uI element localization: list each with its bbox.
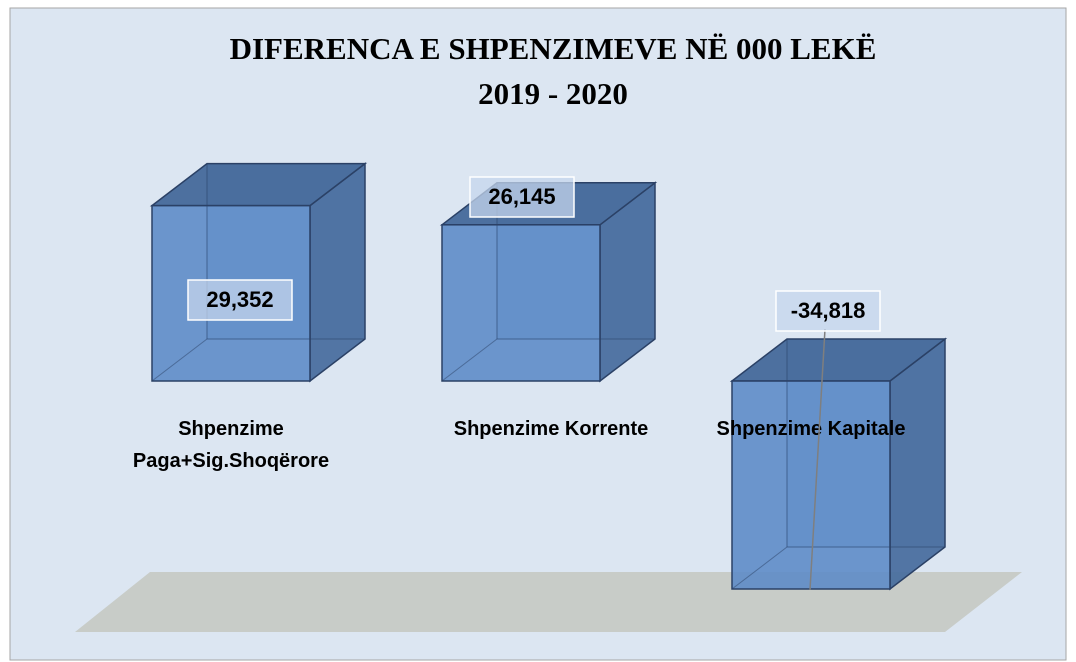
- chart-title: DIFERENCA E SHPENZIMEVE NË 000 LEKË 2019…: [229, 31, 877, 111]
- x-label-box: Shpenzime Kapitale: [716, 418, 906, 440]
- title-box: DIFERENCA E SHPENZIMEVE NË 000 LEKË 2019…: [229, 31, 877, 111]
- x-tick-label: Shpenzime Kapitale: [716, 418, 906, 440]
- value-label: 26,145: [488, 184, 555, 209]
- value-label: -34,818: [791, 298, 866, 323]
- x-label-box: Shpenzime Paga+Sig.Shoqërore: [132, 418, 330, 472]
- value-label-box: [187, 279, 293, 321]
- bar: [729, 337, 948, 591]
- value-label-box: [469, 176, 575, 218]
- bar-front: [731, 380, 891, 590]
- value-label-box: [775, 290, 881, 332]
- x-label-box: Shpenzime Korrente: [453, 418, 649, 440]
- bar-front: [441, 224, 601, 382]
- value-label: 29,352: [206, 287, 273, 312]
- bar: [149, 162, 368, 383]
- x-tick-label: Shpenzime Korrente: [453, 418, 649, 440]
- leader-line: [809, 328, 826, 591]
- x-tick-label: Shpenzime Paga+Sig.Shoqërore: [132, 418, 330, 472]
